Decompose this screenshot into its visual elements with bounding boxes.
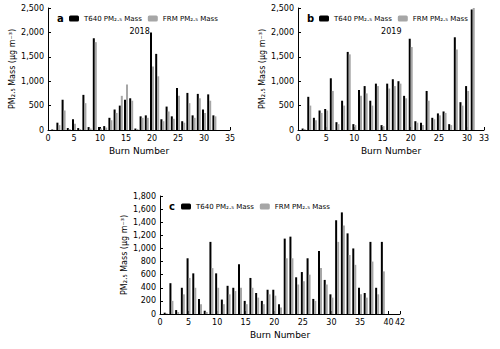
svg-text:20: 20 [269,318,279,327]
svg-text:15: 15 [241,318,251,327]
svg-text:Burn Number: Burn Number [361,146,421,156]
svg-text:25: 25 [298,318,308,327]
svg-text:30: 30 [199,134,209,143]
svg-text:10: 10 [349,134,359,143]
svg-text:T640 PM₂.₅ Mass: T640 PM₂.₅ Mass [333,15,392,23]
svg-text:15: 15 [377,134,387,143]
svg-text:PM₂.₅ Mass (μg m⁻³): PM₂.₅ Mass (μg m⁻³) [120,215,129,295]
svg-text:35: 35 [355,318,365,327]
svg-text:PM₂.₅ Mass (μg m⁻³): PM₂.₅ Mass (μg m⁻³) [258,29,267,109]
svg-text:42: 42 [395,318,405,327]
svg-text:1,500: 1,500 [21,52,44,61]
svg-text:T640 PM₂.₅ Mass: T640 PM₂.₅ Mass [195,203,254,211]
svg-text:10: 10 [212,318,222,327]
svg-text:10: 10 [95,134,105,143]
svg-text:2,000: 2,000 [271,28,294,37]
svg-text:FRM PM₂.₅ Mass: FRM PM₂.₅ Mass [275,203,330,211]
svg-text:2019: 2019 [381,27,401,36]
svg-text:500: 500 [29,101,44,110]
svg-text:25: 25 [434,134,444,143]
svg-text:a: a [57,13,64,24]
svg-text:33: 33 [479,134,489,143]
svg-text:0: 0 [151,310,156,319]
svg-text:Burn Number: Burn Number [109,146,169,156]
svg-text:2,500: 2,500 [271,4,294,13]
svg-text:400: 400 [141,283,156,292]
svg-text:30: 30 [462,134,472,143]
svg-text:1,400: 1,400 [133,218,156,227]
svg-text:15: 15 [121,134,131,143]
svg-text:1,000: 1,000 [271,77,294,86]
svg-text:25: 25 [173,134,183,143]
svg-text:0: 0 [157,318,162,327]
svg-text:40: 40 [383,318,393,327]
svg-text:600: 600 [141,270,156,279]
svg-text:200: 200 [141,296,156,305]
svg-text:30: 30 [326,318,336,327]
svg-text:1,000: 1,000 [133,244,156,253]
svg-text:1,500: 1,500 [271,52,294,61]
svg-text:2,000: 2,000 [21,28,44,37]
svg-text:T640 PM₂.₅ Mass: T640 PM₂.₅ Mass [83,15,142,23]
svg-text:1,000: 1,000 [21,77,44,86]
svg-text:5: 5 [186,318,191,327]
svg-text:35: 35 [225,134,235,143]
svg-text:1,600: 1,600 [133,205,156,214]
svg-text:FRM PM₂.₅ Mass: FRM PM₂.₅ Mass [413,15,468,23]
svg-text:800: 800 [141,257,156,266]
svg-text:Burn Number: Burn Number [250,330,310,340]
svg-text:1,800: 1,800 [133,192,156,201]
svg-text:0: 0 [45,134,50,143]
svg-text:500: 500 [279,101,294,110]
svg-text:0: 0 [289,126,294,135]
svg-text:5: 5 [71,134,76,143]
svg-text:PM₂.₅ Mass (μg m⁻³): PM₂.₅ Mass (μg m⁻³) [8,29,17,109]
svg-text:FRM PM₂.₅ Mass: FRM PM₂.₅ Mass [163,15,218,23]
svg-text:5: 5 [324,134,329,143]
svg-text:2018: 2018 [129,27,149,36]
svg-text:b: b [307,13,314,24]
svg-text:1,200: 1,200 [133,231,156,240]
svg-text:0: 0 [295,134,300,143]
svg-text:c: c [169,201,175,212]
svg-text:0: 0 [39,126,44,135]
svg-text:2,500: 2,500 [21,4,44,13]
svg-text:20: 20 [406,134,416,143]
svg-text:20: 20 [147,134,157,143]
